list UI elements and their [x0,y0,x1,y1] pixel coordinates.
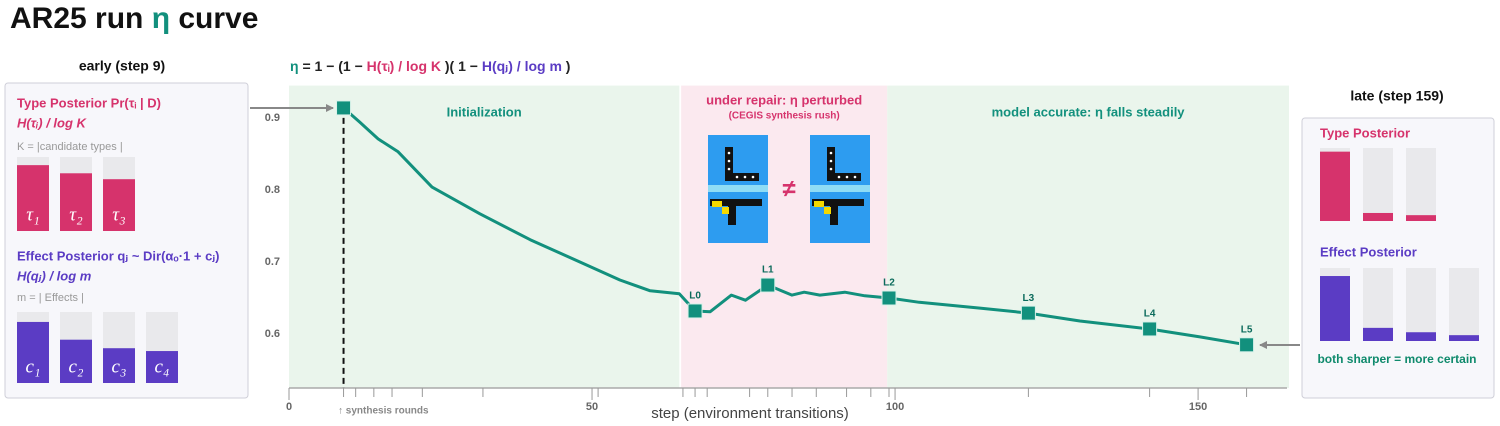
marker-label: L4 [1144,309,1156,320]
section-subtitle: H(qⱼ) / log m [17,268,92,283]
bar-track [1363,148,1393,221]
bar-track [1406,148,1436,221]
x-tick-label: 0 [286,401,292,413]
x-axis-label: step (environment transitions) [651,405,849,422]
text-part: = 1 − (1 − [299,58,367,74]
segmented-text: η = 1 − (1 − H(τᵢ) / log K )( 1 − H(qⱼ) … [290,58,570,74]
bar-label: τ₃ [112,204,125,225]
state-icon [810,135,870,243]
region [887,85,1289,388]
bar [103,179,135,231]
bar [60,173,92,231]
bar [60,339,92,383]
region [289,85,680,388]
marker [336,100,352,116]
marker [1142,321,1158,337]
region-sublabel: (CEGIS synthesis rush) [729,111,840,122]
section-note: K = |candidate types | [17,141,123,153]
region-label: Initialization [447,104,522,119]
panel-heading: early (step 9) [79,58,165,74]
bar-label: τ₂ [69,204,83,225]
bar [17,165,49,231]
bar [146,351,178,383]
text-part: curve [170,2,258,35]
bar-label: τ₁ [26,204,39,225]
bar-label: c₃ [111,356,126,377]
bar [1320,151,1350,221]
bar [1406,332,1436,341]
bar-label: c₂ [68,356,83,377]
y-tick-label: 0.8 [265,184,280,196]
y-tick-label: 0.9 [265,112,280,124]
marker [1020,305,1036,321]
bar [103,348,135,383]
marker [760,277,776,293]
text-part: H(τᵢ) / log K [367,58,441,74]
marker [1239,337,1255,353]
region-label: model accurate: η falls steadily [992,104,1186,119]
annotation: ≠ [782,175,795,202]
synthesis-label: ↑ synthesis rounds [338,406,429,417]
section-title: Effect Posterior qⱼ ~ Dir(αₒ·1 + cⱼ) [17,248,220,263]
text-part: ) [562,58,571,74]
panel-heading: late (step 159) [1350,88,1443,104]
section-note: m = | Effects | [17,292,84,304]
bar [1363,327,1393,341]
marker-label: L1 [762,265,774,276]
x-tick-label: 150 [1189,401,1207,413]
plot-area: Initialization under repair: η perturbed (… [289,85,1289,388]
marker [881,290,897,306]
section-title: Type Posterior [1320,125,1410,140]
marker-label: L0 [689,291,701,302]
marker-label: L2 [883,278,895,289]
region-label: under repair: η perturbed [706,92,862,107]
marker [687,303,703,319]
bar [1320,276,1350,341]
bar-track [1449,268,1479,341]
x-tick-label: 50 [586,401,598,413]
bar-track [1406,268,1436,341]
bar [1406,215,1436,221]
bar [1449,335,1479,341]
bar-label: c₁ [25,356,40,377]
text-part: η [152,2,170,35]
panel-footnote: both sharper = more certain [1317,352,1476,366]
x-tick-label: 100 [886,401,904,413]
marker-label: L5 [1241,324,1253,335]
text-part: H(qⱼ) / log m [482,58,562,74]
y-tick-label: 0.7 [265,256,280,268]
y-tick-label: 0.6 [265,328,280,340]
bar [17,321,49,383]
state-icon [708,135,768,243]
bar-label: c₄ [154,356,169,377]
text-part: )( 1 − [441,58,482,74]
text-part: η [290,58,299,74]
marker-label: L3 [1023,293,1035,304]
segmented-text: AR25 run η curve [10,2,258,35]
eta-line [342,106,1247,347]
section-title: Type Posterior Pr(τᵢ | D) [17,95,161,110]
text-part: AR25 run [10,2,152,35]
section-subtitle: H(τᵢ) / log K [17,115,88,130]
section-title: Effect Posterior [1320,244,1417,259]
bar [1363,212,1393,221]
